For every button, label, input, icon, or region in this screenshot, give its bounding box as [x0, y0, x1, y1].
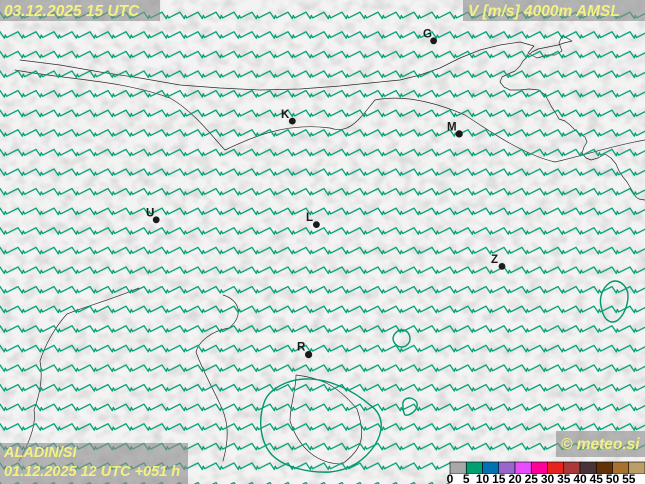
svg-text:ALADIN/SI: ALADIN/SI	[3, 445, 77, 461]
svg-text:0: 0	[447, 472, 454, 484]
svg-text:5: 5	[463, 472, 470, 484]
svg-text:15: 15	[492, 472, 506, 484]
svg-text:30: 30	[541, 472, 555, 484]
svg-text:01.12.2025 12 UTC +051 h: 01.12.2025 12 UTC +051 h	[4, 464, 180, 480]
svg-text:20: 20	[508, 472, 522, 484]
svg-text:03.12.2025 15 UTC: 03.12.2025 15 UTC	[4, 3, 140, 20]
svg-text:25: 25	[525, 472, 539, 484]
svg-text:40: 40	[573, 472, 587, 484]
svg-text:K: K	[281, 109, 290, 121]
svg-text:R: R	[297, 342, 306, 354]
svg-text:10: 10	[476, 472, 490, 484]
svg-text:M: M	[447, 122, 457, 134]
svg-text:V [m/s] 4000m AMSL: V [m/s] 4000m AMSL	[468, 3, 620, 20]
svg-text:L: L	[306, 212, 313, 224]
svg-text:Z: Z	[491, 254, 498, 266]
svg-text:45: 45	[590, 472, 604, 484]
svg-text:35: 35	[557, 472, 571, 484]
svg-text:U: U	[146, 208, 154, 220]
svg-text:© meteo.si: © meteo.si	[561, 436, 640, 453]
svg-text:55: 55	[622, 472, 636, 484]
svg-text:50: 50	[606, 472, 620, 484]
svg-text:G: G	[423, 29, 432, 41]
